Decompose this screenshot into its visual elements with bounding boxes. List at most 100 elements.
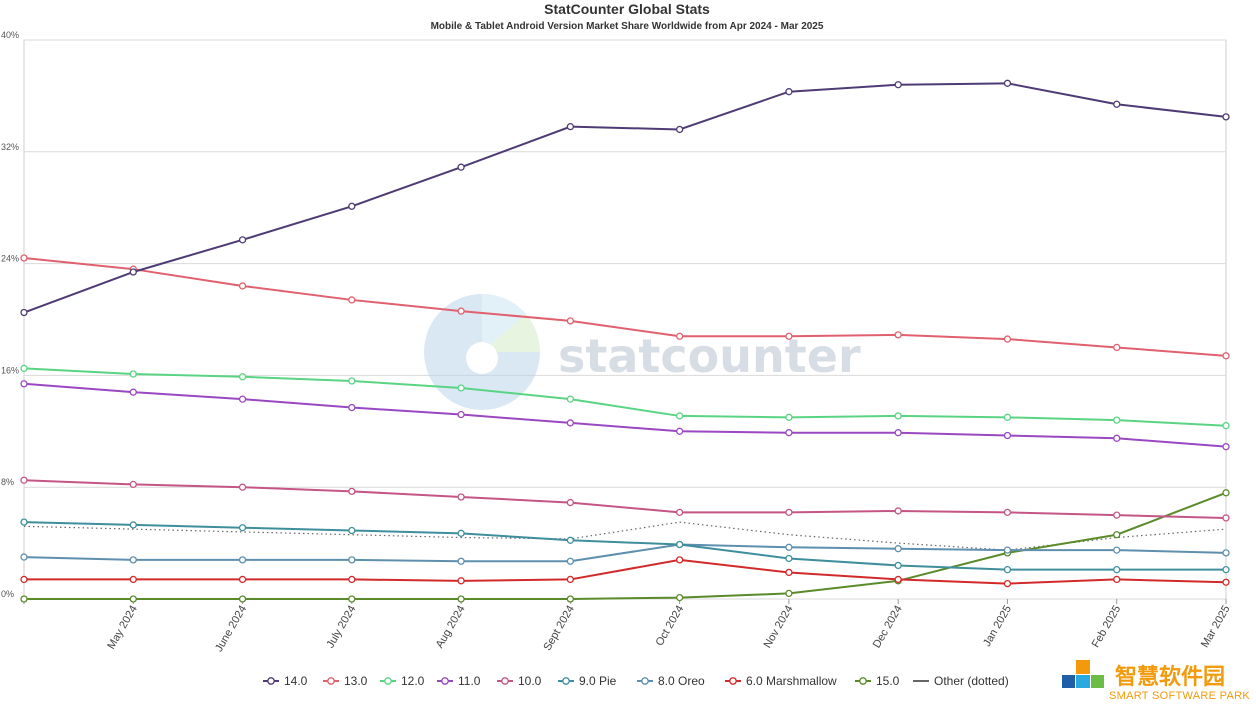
data-point-14-0 (457, 163, 465, 171)
data-point-10-0 (785, 508, 793, 517)
data-point-15-0 (129, 595, 137, 603)
data-point-6-0-marshmallow (238, 575, 247, 584)
data-point-9-0-pie (457, 529, 465, 537)
series-line-13-0 (23, 257, 1227, 357)
legend-item-other-dotted[interactable]: Other (dotted) (913, 674, 1009, 688)
data-point-12-0 (20, 364, 28, 373)
data-point-11-0 (238, 395, 247, 403)
data-point-9-0-pie (1113, 566, 1121, 574)
data-point-13-0 (348, 296, 356, 304)
data-point-15-0 (675, 593, 684, 602)
data-point-8-0-oreo (1113, 546, 1121, 554)
data-point-10-0 (348, 487, 356, 496)
y-axis: 0% 8% 16% 24% 32% 40% (1, 30, 19, 599)
legend-label: 6.0 Marshmallow (746, 674, 837, 688)
data-point-14-0 (675, 125, 684, 134)
data-point-11-0 (894, 429, 902, 437)
series-13-0 (20, 254, 1230, 360)
data-point-13-0 (457, 307, 465, 315)
data-point-13-0 (1113, 343, 1121, 352)
x-tick-label: Feb 2025 (1090, 604, 1124, 650)
data-point-12-0 (566, 395, 575, 403)
data-point-10-0 (238, 483, 247, 491)
data-point-8-0-oreo (457, 557, 465, 565)
x-tick-label: Sept 2024 (541, 604, 576, 653)
data-point-12-0 (1222, 422, 1230, 430)
data-point-6-0-marshmallow (675, 556, 684, 564)
data-point-6-0-marshmallow (566, 575, 575, 584)
data-point-6-0-marshmallow (894, 575, 902, 584)
y-tick-label: 8% (1, 477, 14, 487)
data-point-11-0 (20, 380, 28, 388)
data-point-14-0 (1113, 100, 1121, 108)
legend-item-9-0-pie[interactable]: 9.0 Pie (558, 674, 617, 688)
legend-item-10-0[interactable]: 10.0 (497, 674, 542, 688)
series-line-other-dotted (23, 521, 1227, 551)
data-point-11-0 (348, 403, 356, 412)
data-point-12-0 (129, 370, 137, 378)
y-tick-label: 40% (1, 30, 19, 40)
legend-marker-icon (441, 677, 449, 685)
data-point-6-0-marshmallow (348, 575, 356, 584)
legend-marker-icon (267, 677, 275, 685)
data-point-10-0 (457, 493, 465, 501)
data-point-6-0-marshmallow (457, 577, 465, 585)
data-point-8-0-oreo (1003, 546, 1012, 554)
data-point-10-0 (1113, 511, 1121, 519)
legend-label: Other (dotted) (934, 674, 1009, 688)
data-point-11-0 (1003, 431, 1012, 440)
data-point-6-0-marshmallow (785, 568, 793, 577)
legend-label: 11.0 (458, 674, 481, 688)
legend-item-14-0[interactable]: 14.0 (263, 674, 308, 688)
data-point-13-0 (1222, 352, 1230, 360)
x-tick-label: July 2024 (324, 604, 358, 651)
legend-marker-icon (859, 677, 867, 685)
series-line-10-0 (23, 479, 1227, 519)
brand-squares-icon (1062, 660, 1104, 688)
legend-marker-icon (729, 677, 737, 685)
data-point-9-0-pie (785, 554, 793, 563)
series-12-0 (20, 364, 1230, 430)
data-point-9-0-pie (129, 521, 137, 529)
data-point-8-0-oreo (785, 543, 793, 551)
data-point-11-0 (566, 419, 575, 427)
legend-label: 15.0 (876, 674, 900, 688)
data-point-11-0 (129, 388, 137, 396)
data-point-9-0-pie (894, 561, 902, 570)
data-point-11-0 (785, 429, 793, 437)
data-point-9-0-pie (20, 518, 28, 526)
legend-marker-icon (641, 677, 649, 685)
legend-item-11-0[interactable]: 11.0 (437, 674, 481, 688)
legend-label: 14.0 (284, 674, 308, 688)
data-point-10-0 (20, 476, 28, 484)
statcounter-watermark: statcounter (424, 293, 861, 410)
data-point-13-0 (675, 332, 684, 340)
data-point-13-0 (20, 254, 28, 262)
data-point-10-0 (894, 507, 902, 515)
data-point-10-0 (566, 498, 575, 507)
data-point-15-0 (457, 595, 465, 603)
data-point-14-0 (785, 88, 793, 96)
x-tick-label: Oct 2024 (654, 604, 687, 649)
series-line-8-0-oreo (23, 543, 1227, 563)
data-point-6-0-marshmallow (1003, 579, 1012, 588)
data-point-11-0 (675, 427, 684, 435)
data-point-12-0 (238, 373, 247, 381)
legend-item-12-0[interactable]: 12.0 (380, 674, 425, 688)
data-point-12-0 (348, 377, 356, 385)
data-point-10-0 (675, 508, 684, 517)
data-point-13-0 (894, 331, 902, 339)
legend-label: 9.0 Pie (579, 674, 617, 688)
data-point-9-0-pie (238, 524, 247, 532)
legend-item-8-0-oreo[interactable]: 8.0 Oreo (637, 674, 705, 688)
watermark-text: statcounter (558, 329, 861, 383)
data-point-15-0 (1113, 531, 1121, 539)
legend-item-15-0[interactable]: 15.0 (855, 674, 900, 688)
legend-item-6-0-marshmallow[interactable]: 6.0 Marshmallow (725, 674, 837, 688)
legend-item-13-0[interactable]: 13.0 (323, 674, 368, 688)
data-point-8-0-oreo (1222, 549, 1230, 557)
data-point-13-0 (1003, 335, 1012, 343)
legend-label: 12.0 (401, 674, 425, 688)
data-point-14-0 (1003, 79, 1012, 87)
data-point-12-0 (1113, 416, 1121, 424)
